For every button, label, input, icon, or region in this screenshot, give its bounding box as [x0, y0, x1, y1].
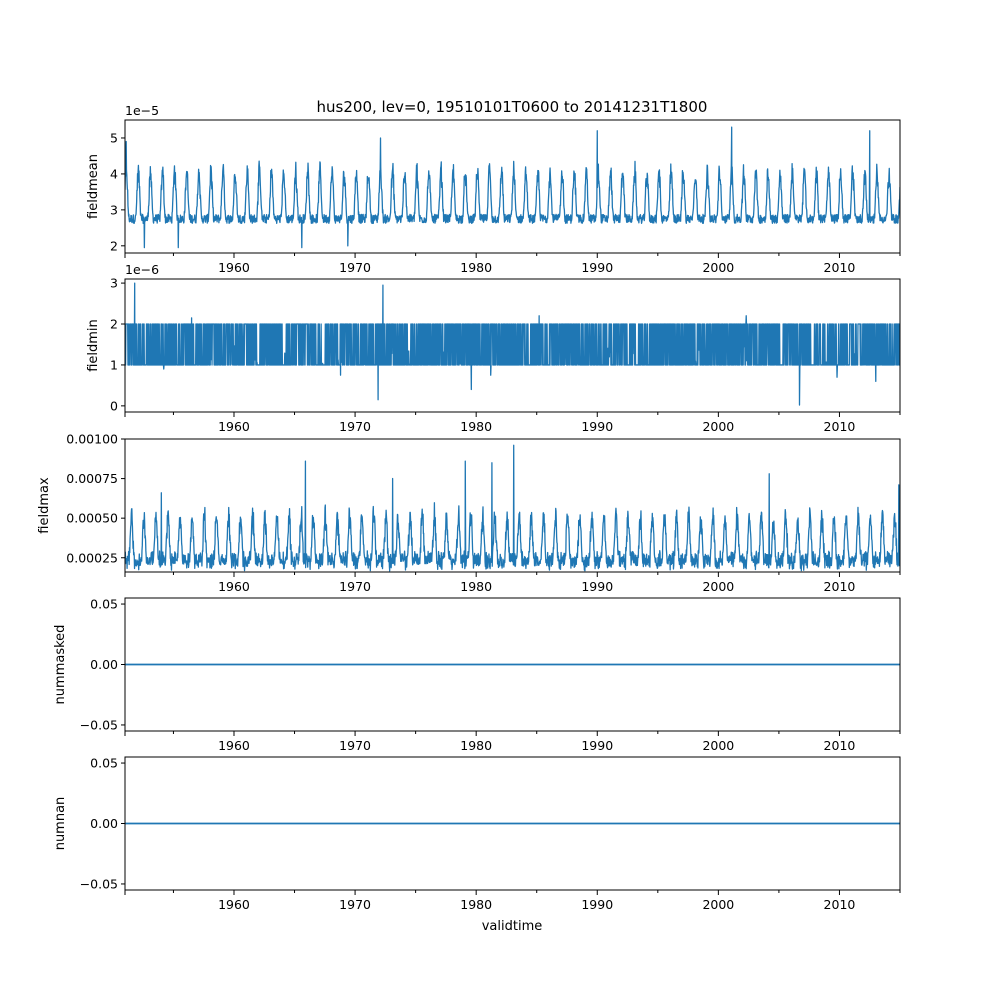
y-tick-label-fieldmin: 1	[110, 357, 118, 372]
x-tick-label: 1990	[581, 579, 613, 594]
panel-numnan: −0.05 0.00 0.05 1960 1970 1980 1990 2000 2010 num…	[53, 756, 901, 912]
x-tick-label: 2000	[702, 419, 734, 434]
panel-nummasked: −0.05 0.00 0.05 1960 1970 1980 1990 2000 2010 num…	[53, 597, 901, 753]
y-axis-label-fieldmin: fieldmin	[86, 319, 101, 372]
x-tick-label: 1960	[218, 260, 250, 275]
y-tick-label-fieldmean: 4	[110, 166, 118, 181]
y-tick-label-fieldmean: 3	[110, 202, 118, 217]
y-axis-label-fieldmax: fieldmax	[37, 477, 52, 534]
x-tick-label: 2010	[824, 419, 856, 434]
x-tick-label: 1960	[218, 897, 250, 912]
panel-fieldmax: 0.00025 0.00050 0.00075 0.00100 1960 1970 1980…	[37, 432, 901, 594]
x-tick-label: 1990	[581, 738, 613, 753]
y-tick-label-nummasked: −0.05	[80, 717, 118, 732]
axes-frame-fieldmax	[124, 438, 901, 573]
x-tick-label: 2010	[824, 579, 856, 594]
y-offset-label-fieldmin: 1e−6	[125, 262, 159, 277]
panel-fieldmin: 0 1 2 3 1960 1970 1980 1990 2000 2010 fieldmin 1e−6	[86, 262, 901, 434]
x-tick-label: 2010	[824, 260, 856, 275]
x-tick-label: 1980	[460, 579, 492, 594]
y-tick-label-nummasked: 0.00	[90, 657, 118, 672]
x-tick-label: 1990	[581, 419, 613, 434]
panels-group: 2 3 4 5 1960 1970 1980 1990 2000 2010 fieldmean 1e−…	[37, 103, 901, 912]
y-tick-label-fieldmin: 2	[110, 317, 118, 332]
y-tick-label-numnan: −0.05	[80, 876, 118, 891]
x-tick-label: 2000	[702, 738, 734, 753]
chart-title: hus200, lev=0, 19510101T0600 to 20141231…	[317, 98, 708, 116]
x-tick-label: 1980	[460, 738, 492, 753]
x-tick-label: 1970	[339, 897, 371, 912]
series-line-fieldmin	[125, 282, 900, 406]
y-tick-label-fieldmean: 2	[110, 238, 118, 253]
x-tick-label: 1980	[460, 897, 492, 912]
y-tick-label-fieldmin: 3	[110, 276, 118, 291]
x-tick-label: 1990	[581, 260, 613, 275]
x-tick-label: 1990	[581, 897, 613, 912]
y-tick-label-fieldmin: 0	[110, 398, 118, 413]
y-offset-label-fieldmean: 1e−5	[125, 103, 159, 118]
y-axis-label-numnan: numnan	[53, 797, 68, 851]
panel-fieldmean: 2 3 4 5 1960 1970 1980 1990 2000 2010 fieldmean 1e−…	[86, 103, 901, 275]
y-axis-label-fieldmean: fieldmean	[86, 154, 101, 219]
x-tick-label: 1970	[339, 260, 371, 275]
x-tick-label: 1970	[339, 419, 371, 434]
x-tick-label: 1970	[339, 738, 371, 753]
series-line-fieldmax	[125, 444, 900, 572]
x-tick-label: 1960	[218, 579, 250, 594]
axes-frame-fieldmean	[124, 119, 901, 254]
x-tick-label: 2000	[702, 897, 734, 912]
y-tick-label-nummasked: 0.05	[90, 597, 118, 612]
x-tick-label: 2010	[824, 897, 856, 912]
y-tick-label-fieldmax: 0.00050	[66, 511, 118, 526]
y-tick-label-fieldmax: 0.00025	[66, 550, 118, 565]
x-axis-label: validtime	[482, 919, 543, 934]
x-tick-label: 1980	[460, 419, 492, 434]
y-axis-label-nummasked: nummasked	[53, 625, 68, 705]
x-tick-label: 2000	[702, 260, 734, 275]
y-tick-label-fieldmax: 0.00100	[66, 432, 118, 447]
x-tick-label: 2000	[702, 579, 734, 594]
x-tick-label: 1980	[460, 260, 492, 275]
x-tick-label: 1970	[339, 579, 371, 594]
y-tick-label-fieldmean: 5	[110, 130, 118, 145]
y-tick-label-numnan: 0.05	[90, 756, 118, 771]
y-tick-label-numnan: 0.00	[90, 816, 118, 831]
x-tick-label: 1960	[218, 419, 250, 434]
x-tick-label: 1960	[218, 738, 250, 753]
series-line-fieldmean	[125, 126, 900, 249]
axes-frame-fieldmin	[124, 278, 901, 413]
x-tick-label: 2010	[824, 738, 856, 753]
y-tick-label-fieldmax: 0.00075	[66, 471, 118, 486]
